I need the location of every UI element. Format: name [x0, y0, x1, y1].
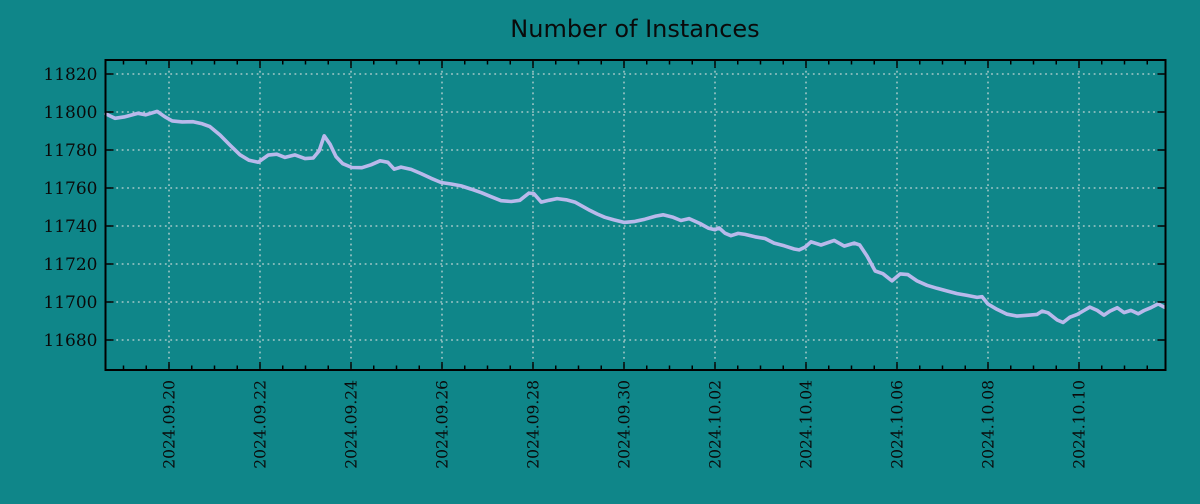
- y-tick-label: 11740: [43, 217, 97, 237]
- y-tick-label: 11820: [43, 65, 97, 85]
- series-line: [104, 109, 1166, 325]
- y-tick-label: 11720: [43, 255, 97, 275]
- y-tick-label: 11800: [43, 103, 97, 123]
- x-tick-label: 2024.10.06: [889, 380, 907, 469]
- x-tick-label: 2024.09.30: [616, 380, 634, 469]
- x-tick-label: 2024.09.24: [343, 380, 361, 469]
- x-tick-label: 2024.10.10: [1071, 380, 1089, 469]
- x-tick-label: 2024.10.08: [980, 380, 998, 469]
- plot-border: [104, 59, 1167, 371]
- y-tick-label: 11680: [43, 331, 97, 351]
- x-tick-label: 2024.10.04: [798, 380, 816, 469]
- x-tick-label: 2024.09.20: [161, 380, 179, 469]
- y-tick-label: 11780: [43, 141, 97, 161]
- x-tick-label: 2024.10.02: [707, 380, 725, 469]
- x-tick-label: 2024.09.26: [434, 380, 452, 469]
- y-tick-label: 11760: [43, 179, 97, 199]
- x-tick-label: 2024.09.22: [252, 380, 270, 469]
- y-tick-label: 11700: [43, 293, 97, 313]
- chart-title: Number of Instances: [510, 15, 760, 43]
- x-tick-label: 2024.09.28: [525, 380, 543, 469]
